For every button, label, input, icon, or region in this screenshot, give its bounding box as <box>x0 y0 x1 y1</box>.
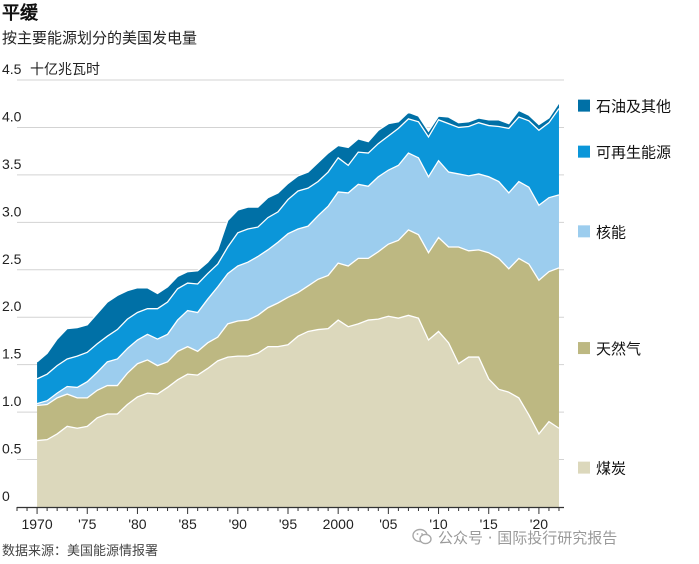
legend-item-石油及其他: 石油及其他 <box>578 98 671 116</box>
chart-title: 平缓 <box>2 3 38 24</box>
watermark: 公众号 · 国际投行研究报告 <box>412 526 617 548</box>
legend: 煤炭 天然气 核能 可再生能源 石油及其他 <box>578 98 671 478</box>
legend-label: 核能 <box>596 223 626 241</box>
x-tick-label: '15 <box>480 516 498 532</box>
y-tick-label: 1.0 <box>2 393 22 409</box>
legend-label: 石油及其他 <box>596 98 671 116</box>
legend-swatch <box>578 145 590 158</box>
legend-item-可再生能源: 可再生能源 <box>578 144 671 162</box>
x-tick-label: '20 <box>530 516 548 532</box>
x-tick-label: '90 <box>229 516 247 532</box>
y-tick-label: 3.5 <box>2 156 22 172</box>
legend-swatch <box>578 461 590 474</box>
x-tick-label: '05 <box>379 516 397 532</box>
area-天然气 <box>37 229 559 441</box>
series-boundaries <box>36 102 560 442</box>
y-tick-label: 1.5 <box>2 346 22 362</box>
y-tick-label: 4.5 <box>2 61 22 77</box>
x-tick-label: '75 <box>78 516 96 532</box>
x-tick-label: '95 <box>279 516 297 532</box>
legend-item-天然气: 天然气 <box>578 340 641 358</box>
legend-label: 可再生能源 <box>596 144 671 162</box>
watermark-text: 公众号 · 国际投行研究报告 <box>438 528 618 547</box>
x-axis-ticks: 1970 '75 '80 '85 '90 '95 2000 '05 '10 '15 '20 <box>16 507 560 532</box>
legend-swatch <box>578 225 590 238</box>
x-tick-label: 1970 <box>21 516 52 532</box>
y-tick-label: 0.5 <box>2 441 22 457</box>
area-可再生能源 <box>37 108 559 404</box>
x-tick-label: '85 <box>178 516 196 532</box>
legend-swatch <box>578 99 590 112</box>
legend-item-核能: 核能 <box>578 223 626 241</box>
wechat-icon <box>412 528 432 545</box>
y-axis-ticks: 0 0.5 1.0 1.5 2.0 2.5 3.0 3.5 4.0 4.5 <box>2 61 22 504</box>
y-tick-label: 2.5 <box>2 251 22 267</box>
boundary-煤炭 <box>37 314 560 442</box>
boundary-可再生能源 <box>36 108 560 380</box>
area-series <box>37 102 559 507</box>
legend-label: 煤炭 <box>596 460 626 478</box>
y-tick-label: 4.0 <box>2 108 22 124</box>
y-tick-label: 3.0 <box>2 203 22 219</box>
y-tick-label: 0 <box>2 488 10 504</box>
boundary-核能 <box>36 152 560 405</box>
boundary-石油及其他 <box>36 102 560 363</box>
x-tick-label: '10 <box>429 516 447 532</box>
area-核能 <box>37 153 559 406</box>
source-note: 数据来源：美国能源情报署 <box>2 544 159 559</box>
x-tick-label: 2000 <box>323 516 354 532</box>
legend-label: 天然气 <box>596 340 641 358</box>
legend-item-煤炭: 煤炭 <box>578 460 626 478</box>
legend-swatch <box>578 342 590 355</box>
boundary-天然气 <box>37 229 560 407</box>
y-axis-unit-label: 十亿兆瓦时 <box>30 62 100 78</box>
area-煤炭 <box>37 315 559 507</box>
y-tick-label: 2.0 <box>2 298 22 314</box>
x-tick-label: '80 <box>128 516 146 532</box>
chart-subtitle: 按主要能源划分的美国发电量 <box>2 29 198 47</box>
